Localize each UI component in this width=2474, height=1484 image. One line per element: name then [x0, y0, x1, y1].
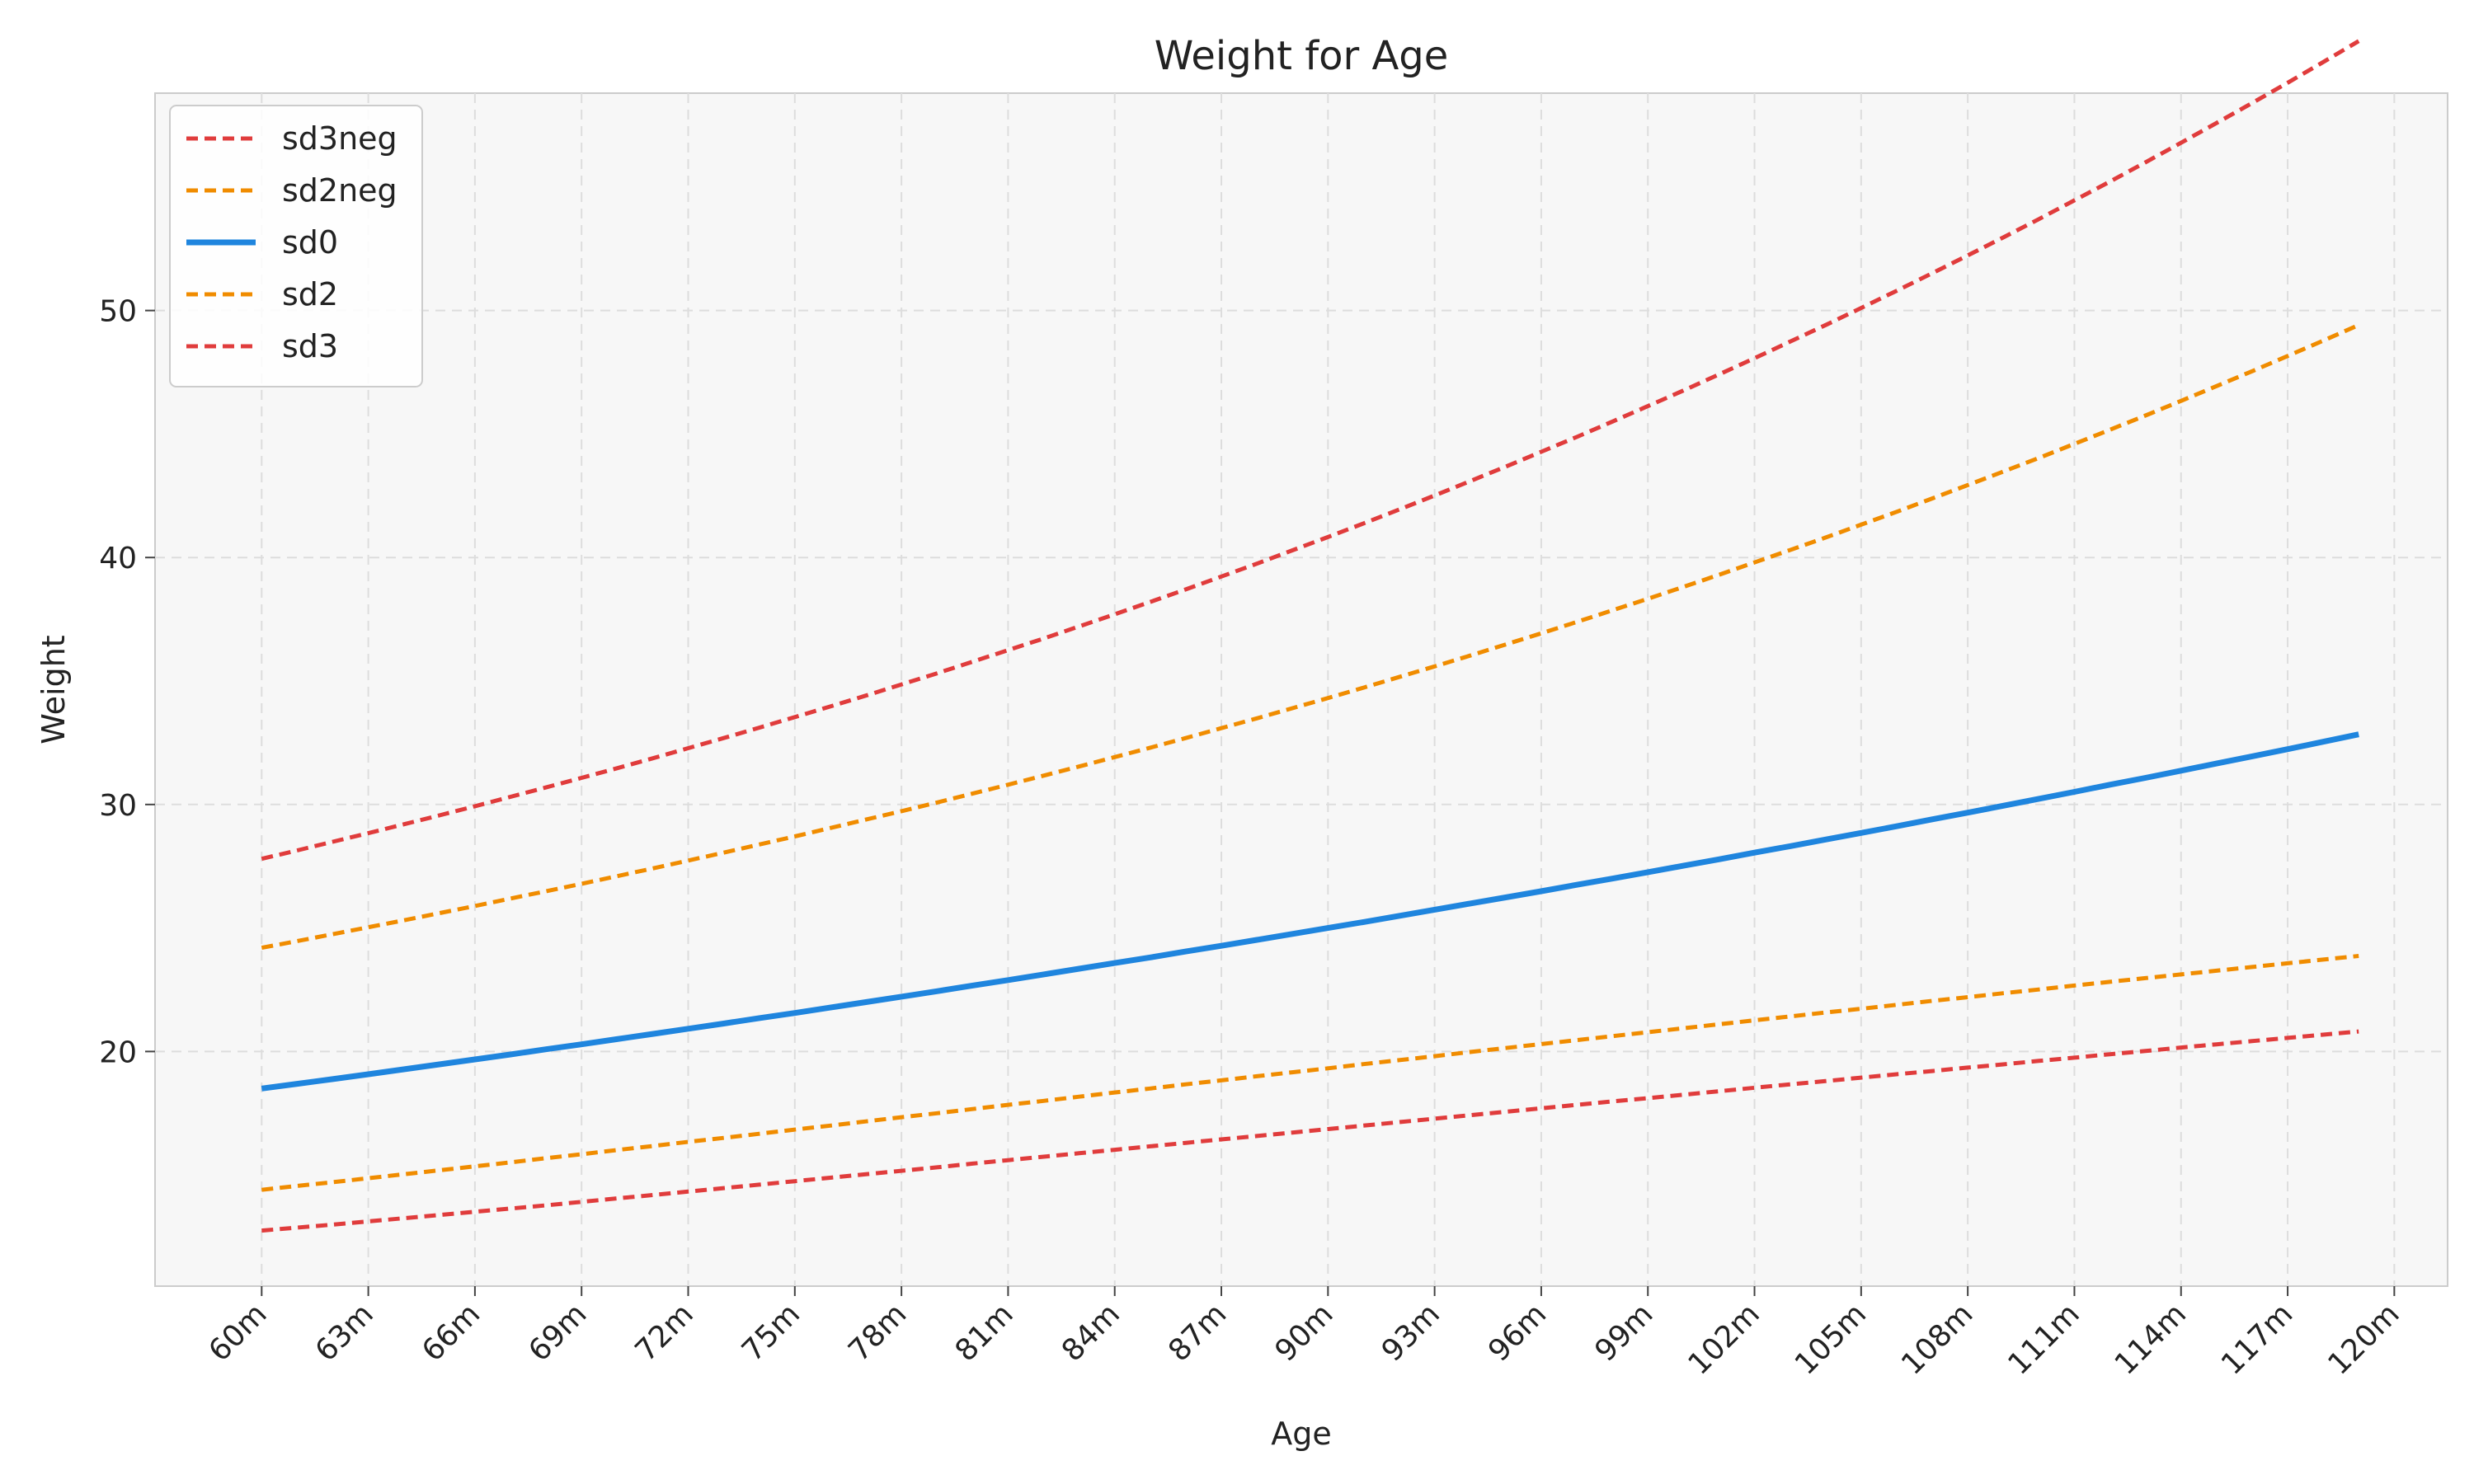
legend-label-sd2: sd2 [282, 276, 338, 312]
grid [155, 93, 2448, 1286]
y-tick-label: 50 [99, 295, 137, 329]
y-tick-label: 40 [99, 542, 137, 575]
series-line-sd0 [261, 731, 2359, 1092]
legend-box [169, 105, 423, 387]
legend-label-sd3: sd3 [282, 328, 338, 364]
series-lines [261, 39, 2360, 1233]
legend-label-sd0: sd0 [282, 224, 338, 261]
chart-title: Weight for Age [1155, 33, 1449, 79]
legend: sd3neg sd2neg sd0 sd2 sd3 [169, 105, 423, 387]
series-line-sd2 [261, 323, 2360, 951]
series-line-sd2neg [261, 954, 2359, 1192]
y-tick-label: 20 [99, 1036, 137, 1069]
legend-label-sd2neg: sd2neg [282, 172, 397, 209]
y-tick-label: 30 [99, 789, 137, 823]
series-line-sd3neg [261, 1029, 2359, 1233]
series-line-sd3 [261, 39, 2360, 862]
legend-label-sd3neg: sd3neg [282, 120, 397, 157]
y-axis: 20 30 40 50 [99, 295, 155, 1069]
plot-area [154, 92, 2448, 1287]
y-axis-title: Weight [35, 635, 72, 744]
x-axis-title: Age [1271, 1416, 1332, 1452]
